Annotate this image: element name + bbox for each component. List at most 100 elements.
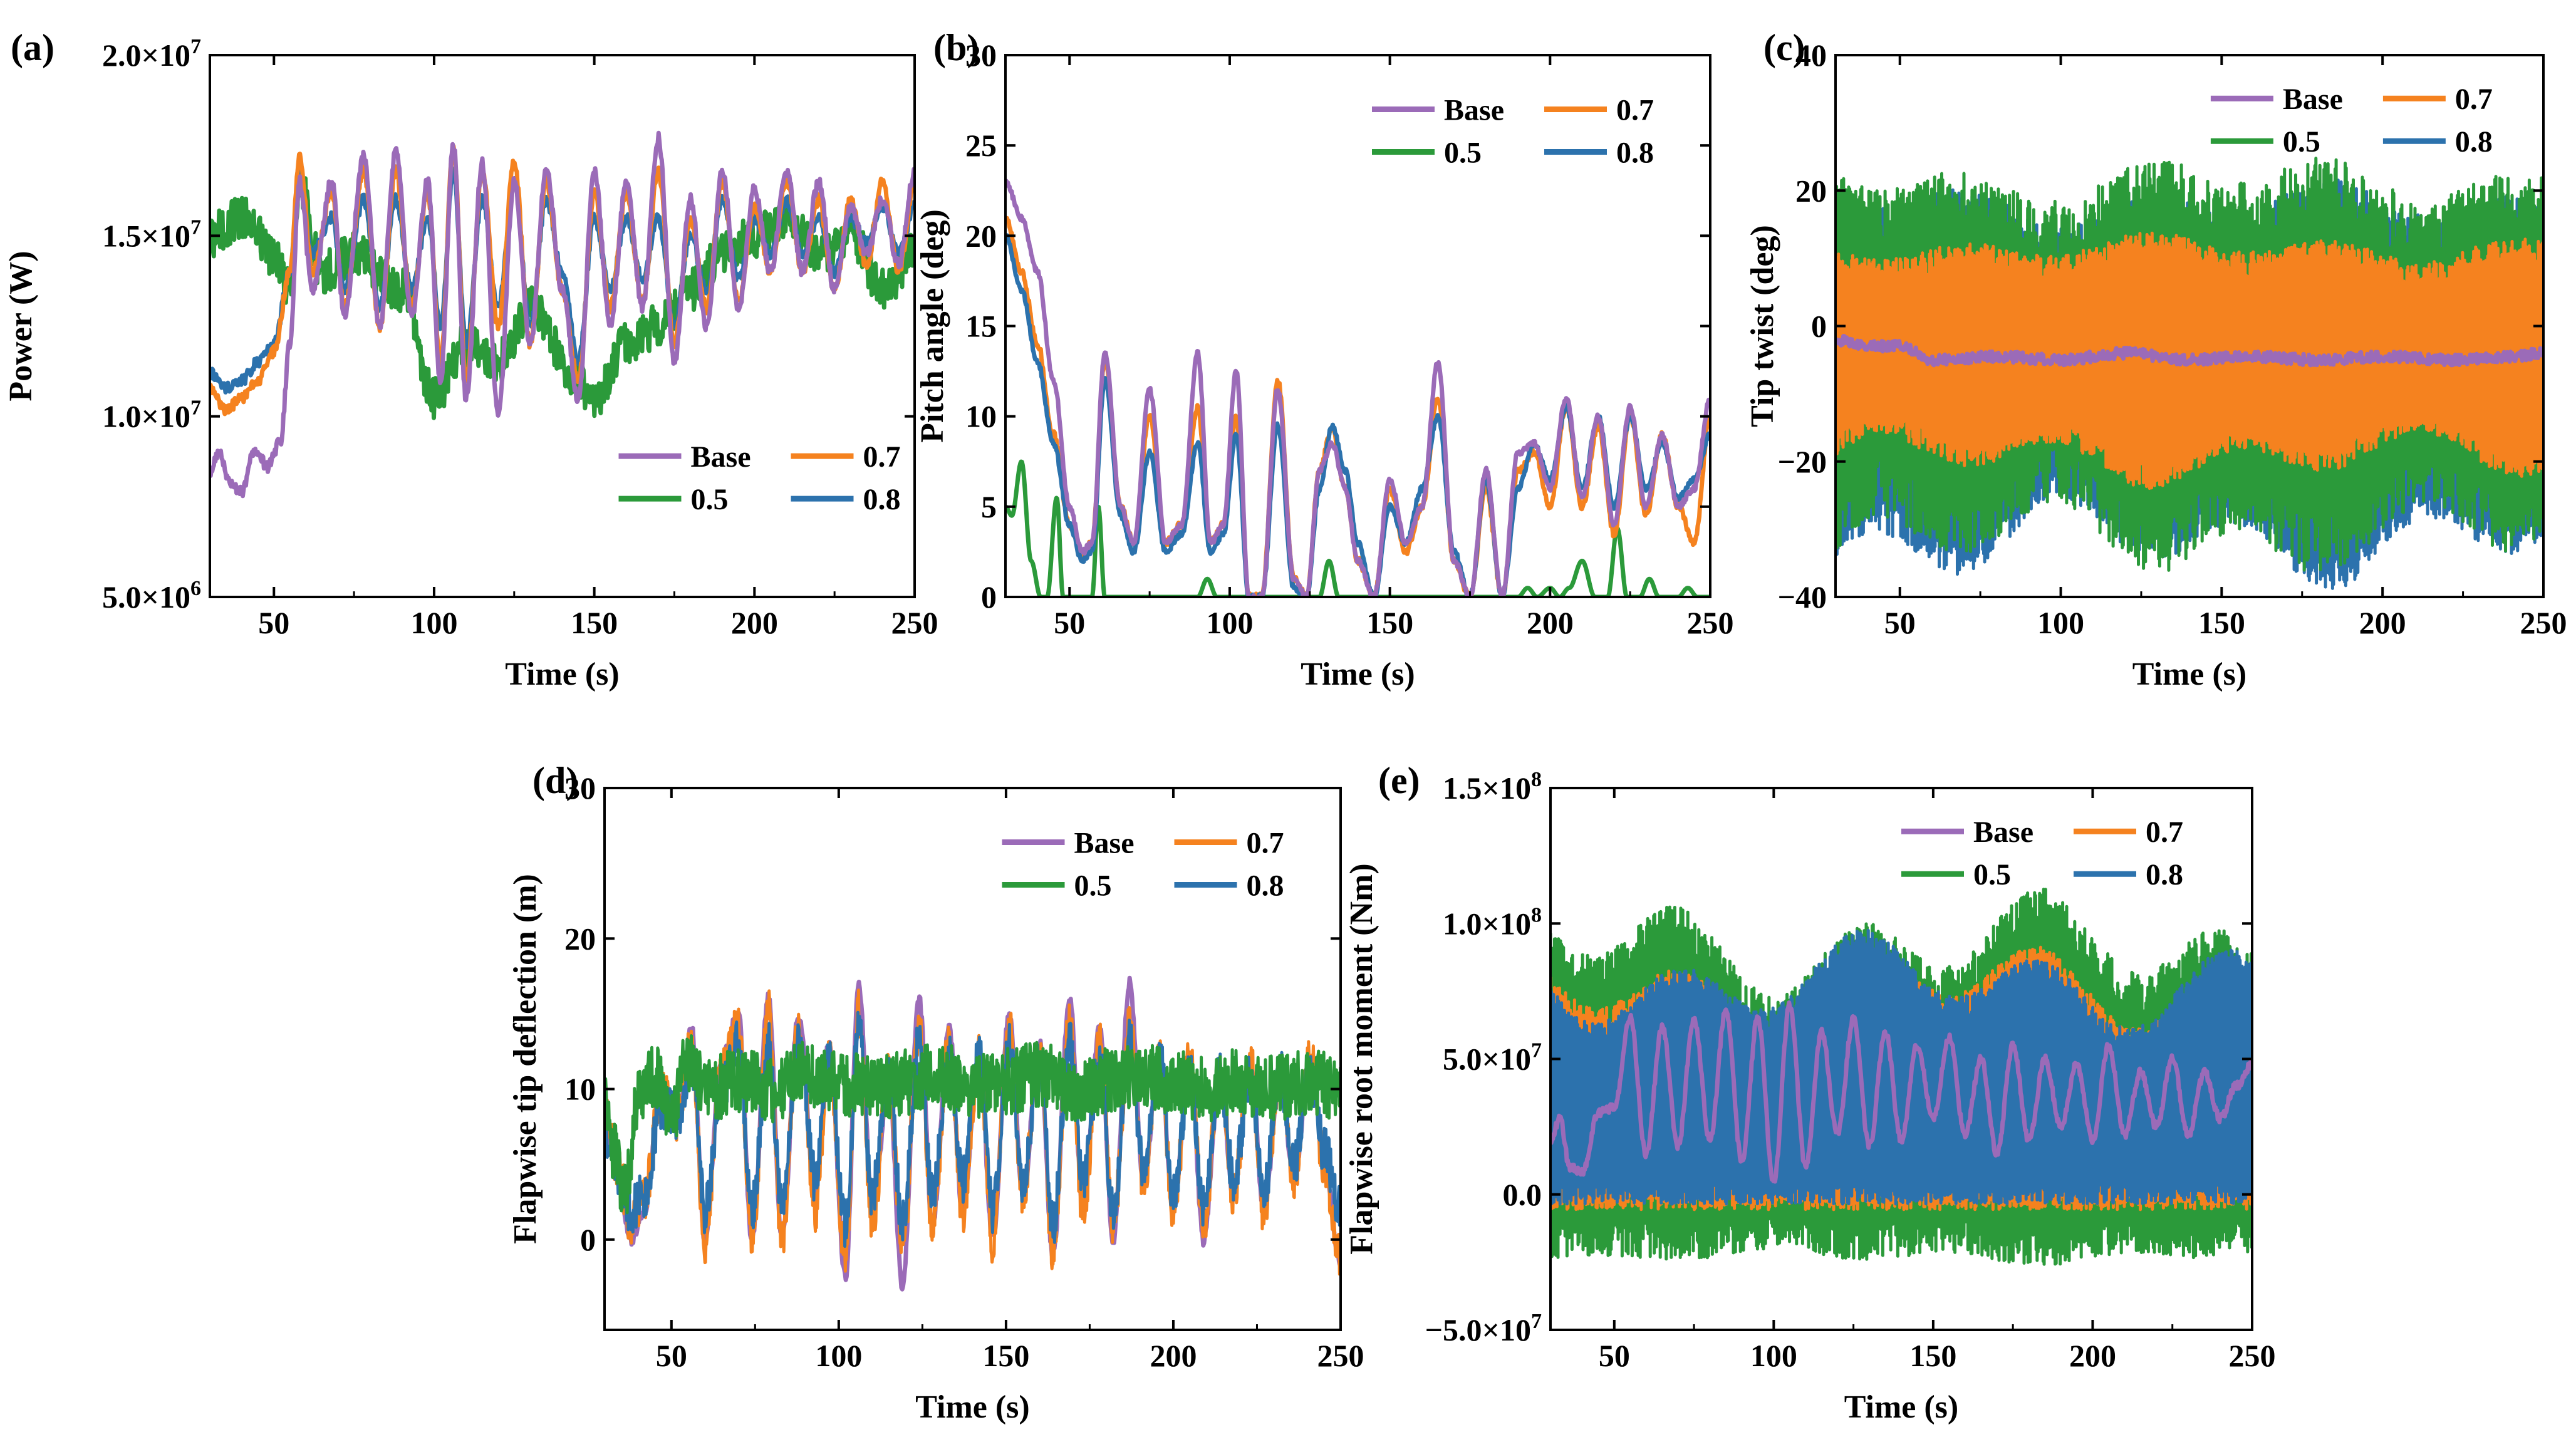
axis-frame <box>603 787 1342 1331</box>
y-tick-label: 15 <box>965 309 997 344</box>
series-Base <box>1007 179 1709 596</box>
legend-item: 0.5 <box>1901 858 2011 891</box>
legend-label: Base <box>2283 83 2343 116</box>
y-axis-title: Flapwise root moment (Nm) <box>1344 863 1379 1254</box>
y-tick-label: 10 <box>965 399 997 434</box>
series-0-5 <box>1007 459 1709 596</box>
x-tick-label: 150 <box>1909 1338 1956 1373</box>
legend-item: Base <box>1372 94 1504 127</box>
chart-panel-d: 50 100 150 200 250 0 10 20 30 Time (s) Flapwise ti… <box>507 760 1364 1425</box>
series-Base <box>1837 334 2542 368</box>
x-tick-label: 50 <box>1054 605 1085 640</box>
legend-label: Base <box>1973 816 2033 849</box>
legend-label: 0.7 <box>1247 827 1284 860</box>
legend-item: Base <box>618 440 751 474</box>
legend-label: Base <box>691 440 751 474</box>
plot-area <box>1552 888 2251 1266</box>
series-Base <box>211 130 913 499</box>
legend-label: 0.5 <box>2283 125 2320 158</box>
y-tick-label: 5.0×107 <box>1443 1039 1542 1077</box>
legend-label: 0.5 <box>691 483 729 516</box>
x-tick-label: 50 <box>1599 1338 1630 1373</box>
y-tick-label: 1.5×108 <box>1443 768 1542 806</box>
x-tick-label: 100 <box>815 1338 862 1373</box>
y-tick-label: 30 <box>564 770 596 806</box>
legend: Base 0.7 0.5 0.8 <box>1372 94 1654 170</box>
y-axis-title: Flapwise tip deflection (m) <box>507 874 543 1244</box>
legend-label: 0.8 <box>2455 125 2493 158</box>
x-tick-label: 250 <box>1687 605 1734 640</box>
x-tick-label: 200 <box>1527 605 1574 640</box>
panel-label: (a) <box>11 27 55 68</box>
legend-label: 0.8 <box>2146 858 2183 891</box>
chart-panel-a: 50 100 150 200 250 5.0×106 1.0×107 1.5×107 2.0×1… <box>3 27 938 692</box>
legend-item: 0.8 <box>2074 858 2183 891</box>
x-tick-label: 250 <box>1317 1338 1364 1373</box>
legend-item: Base <box>1901 816 2033 849</box>
x-tick-label: 100 <box>1206 605 1253 640</box>
legend-label: 0.7 <box>2455 83 2493 116</box>
y-tick-label: 10 <box>564 1072 596 1107</box>
legend-label: 0.7 <box>1616 94 1654 127</box>
y-tick-label: 20 <box>965 218 997 253</box>
legend-item: 0.8 <box>791 483 901 516</box>
x-tick-label: 50 <box>258 605 289 640</box>
legend-label: 0.5 <box>1074 869 1112 903</box>
x-tick-label: 150 <box>982 1338 1029 1373</box>
legend-label: 0.7 <box>2146 816 2183 849</box>
y-tick-label: −40 <box>1778 579 1827 615</box>
legend-label: 0.8 <box>1616 137 1654 170</box>
panel-label: (c) <box>1763 27 1805 68</box>
legend-label: Base <box>1444 94 1504 127</box>
series-Base <box>1552 1000 2251 1184</box>
x-tick-label: 100 <box>1750 1338 1797 1373</box>
series-0-5 <box>606 1034 1339 1215</box>
axis-frame <box>1004 54 1711 598</box>
y-tick-label: 5.0×106 <box>102 577 201 615</box>
plot-area <box>1007 179 1709 596</box>
legend-item: 0.7 <box>2382 83 2493 116</box>
y-tick-label: 1.0×108 <box>1443 903 1542 941</box>
legend: Base 0.7 0.5 0.8 <box>618 440 901 516</box>
legend-item: Base <box>2210 83 2343 116</box>
x-axis-title: Time (s) <box>1844 1389 1958 1425</box>
x-tick-label: 50 <box>1884 605 1916 640</box>
x-tick-label: 150 <box>571 605 618 640</box>
y-tick-label: 20 <box>1795 173 1827 208</box>
y-tick-label: −20 <box>1778 444 1827 479</box>
legend-label: 0.5 <box>1444 137 1482 170</box>
legend-item: 0.5 <box>2210 125 2320 158</box>
y-tick-label: 30 <box>965 38 997 73</box>
chart-panel-b: 50 100 150 200 250 0 5 10 15 20 25 30 Time (s) Pitch … <box>915 27 1734 692</box>
y-tick-label: 5 <box>981 489 997 524</box>
series-0-8 <box>1552 928 2251 1206</box>
x-tick-label: 50 <box>656 1338 687 1373</box>
legend-item: 0.7 <box>1174 827 1284 860</box>
x-tick-label: 200 <box>731 605 778 640</box>
x-tick-label: 150 <box>2198 605 2245 640</box>
chart-panel-e: 50 100 150 200 250 −5.0×107 0.0 5.0×107 1.0×108 1… <box>1344 760 2276 1425</box>
y-tick-label: 40 <box>1795 38 1827 73</box>
x-tick-label: 250 <box>2229 1338 2276 1373</box>
y-axis-title: Pitch angle (deg) <box>915 209 950 443</box>
legend-label: 0.7 <box>863 440 901 474</box>
x-tick-label: 200 <box>2069 1338 2116 1373</box>
plot-area <box>606 975 1339 1292</box>
legend-item: 0.7 <box>1544 94 1654 127</box>
x-tick-label: 100 <box>410 605 457 640</box>
x-tick-label: 250 <box>891 605 938 640</box>
series-0-5 <box>211 174 913 420</box>
plot-area <box>211 130 913 499</box>
x-tick-label: 100 <box>2037 605 2084 640</box>
legend-item: 0.8 <box>1544 137 1654 170</box>
chart-panel-c: 50 100 150 200 250 −40 −20 0 20 40 Time (s) Tip twi… <box>1745 27 2567 692</box>
series-0-7 <box>1837 231 2542 490</box>
legend-item: 0.5 <box>1002 869 1112 903</box>
legend-label: 0.5 <box>1973 858 2011 891</box>
legend-item: 0.7 <box>2074 816 2183 849</box>
y-tick-label: 0 <box>580 1222 596 1257</box>
y-tick-label: 25 <box>965 128 997 163</box>
y-tick-label: 1.0×107 <box>102 397 201 434</box>
panel-label: (b) <box>933 27 979 68</box>
